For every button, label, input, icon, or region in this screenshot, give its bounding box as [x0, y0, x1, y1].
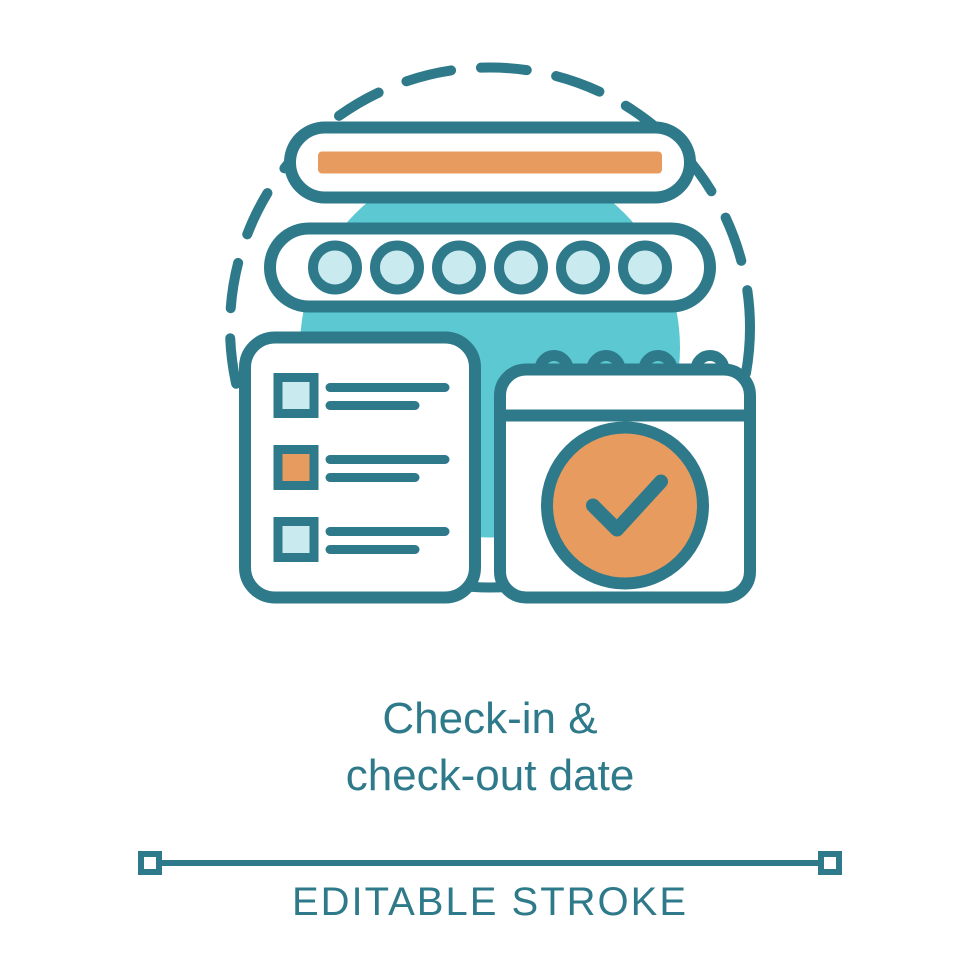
title-line-1: Check-in & [0, 690, 980, 747]
divider-line [130, 848, 850, 883]
icon-title: Check-in & check-out date [0, 690, 980, 804]
concept-illustration [180, 18, 800, 643]
calendar-icon [500, 356, 750, 598]
title-line-2: check-out date [0, 747, 980, 804]
checklist-icon [245, 338, 475, 598]
text-field-icon [290, 128, 690, 198]
subtitle-label: EDITABLE STROKE [0, 880, 980, 925]
checkmark-badge [547, 428, 703, 584]
password-field-icon [270, 229, 710, 307]
